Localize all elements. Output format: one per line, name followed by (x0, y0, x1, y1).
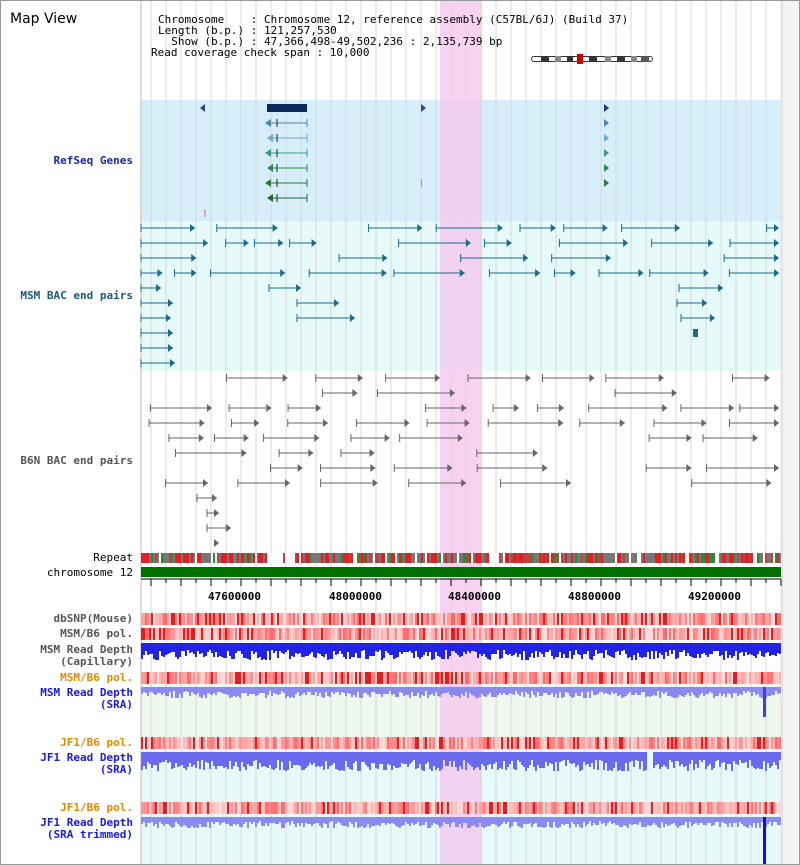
chromosome-label: chromosome 12 (46, 566, 133, 579)
repeat-label: Repeat (93, 551, 133, 564)
refseq-genes-label[interactable]: RefSeq Genes (53, 154, 133, 167)
selected-region-highlight[interactable] (440, 1, 482, 864)
show-range-info: Show (b.p.) : 47,366,498-49,502,236 : 2,… (158, 35, 503, 48)
jf1-depth-trim-label-2[interactable]: (SRA trimmed) (46, 828, 133, 841)
jf1-depth-sra-label-2[interactable]: (SRA) (99, 763, 133, 776)
msm-depth-cap-label-1[interactable]: MSM Read Depth (40, 643, 133, 656)
jf1-depth-trim-label-1[interactable]: JF1 Read Depth (40, 816, 133, 829)
jf1-depth-sra-label-1[interactable]: JF1 Read Depth (40, 751, 133, 764)
right-scroll-strip[interactable] (782, 1, 799, 864)
b6n-bac-label[interactable]: B6N BAC end pairs (20, 454, 133, 467)
msm-depth-sra-label-2[interactable]: (SRA) (99, 698, 133, 711)
dbsnp-label[interactable]: dbSNP(Mouse) (53, 612, 133, 625)
msm-bac-label[interactable]: MSM BAC end pairs (20, 289, 133, 302)
msm-b6-pol-sra-label[interactable]: MSM/B6 pol. (60, 671, 133, 684)
axis-tick-label: 48400000 (448, 590, 501, 603)
length-info: Length (b.p.) : 121,257,530 (158, 24, 337, 37)
msm-depth-sra-label-1[interactable]: MSM Read Depth (40, 686, 133, 699)
page-title: Map View (10, 11, 78, 27)
msm-b6-pol-label[interactable]: MSM/B6 pol. (60, 627, 133, 640)
axis-tick-label: 47600000 (208, 590, 261, 603)
axis-tick-label: 48800000 (568, 590, 621, 603)
chromosome-info: Chromosome : Chromosome 12, reference as… (158, 13, 629, 26)
msm-depth-cap-label-2[interactable]: (Capillary) (60, 655, 133, 668)
chromosome-ideogram[interactable] (531, 54, 653, 64)
coverage-span-info: Read coverage check span : 10,000 (151, 46, 370, 59)
jf1-b6-pol-label[interactable]: JF1/B6 pol. (60, 736, 133, 749)
axis-tick-label: 48000000 (329, 590, 382, 603)
jf1-b6-pol-trim-label[interactable]: JF1/B6 pol. (60, 801, 133, 814)
axis-tick-label: 49200000 (688, 590, 741, 603)
